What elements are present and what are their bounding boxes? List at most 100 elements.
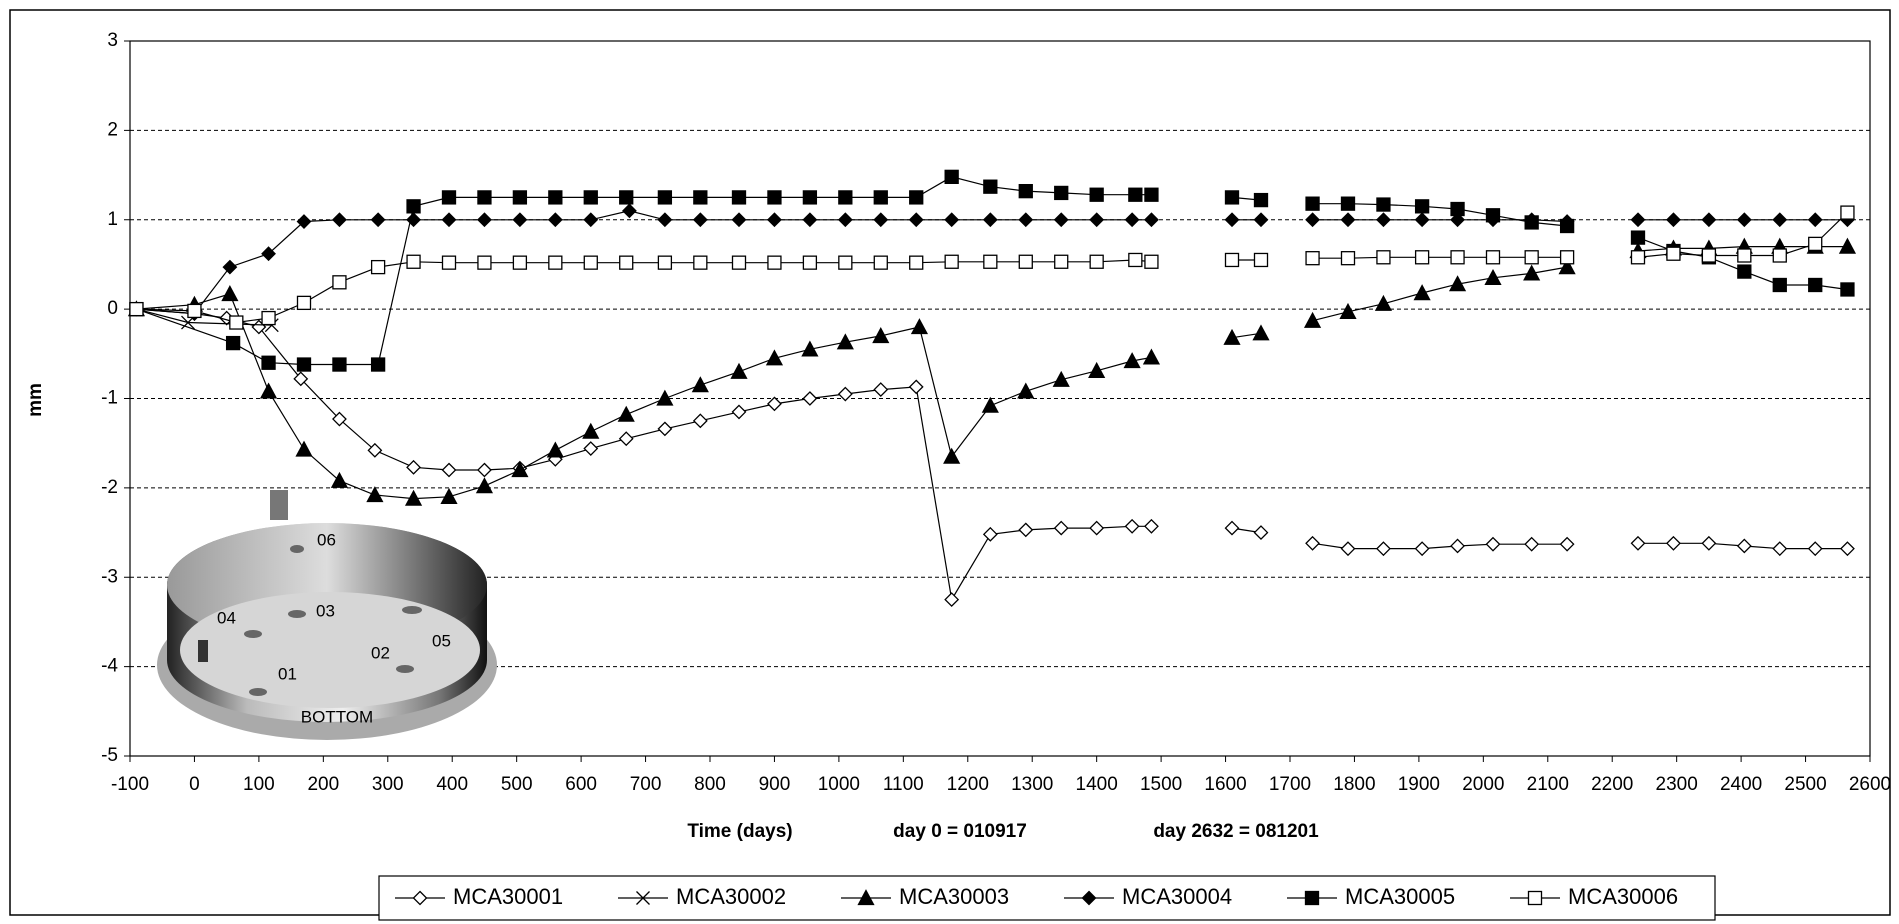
marker	[1527, 890, 1543, 906]
marker	[1840, 541, 1855, 557]
marker	[838, 255, 853, 270]
tank-post	[270, 490, 288, 520]
marker	[330, 471, 349, 488]
marker	[296, 357, 312, 372]
marker	[1340, 196, 1356, 211]
marker	[1305, 251, 1320, 266]
marker	[731, 404, 747, 420]
marker	[1018, 212, 1034, 228]
x-tick-label: 400	[436, 774, 468, 795]
marker	[1772, 212, 1788, 228]
marker	[406, 199, 421, 214]
x-tick-label: 2100	[1527, 774, 1569, 795]
marker	[1737, 264, 1752, 279]
x-tick-label: 500	[501, 774, 533, 795]
marker	[943, 447, 961, 464]
marker	[910, 318, 929, 335]
marker	[802, 212, 818, 228]
inset-label: 03	[316, 601, 335, 620]
marker	[1414, 541, 1430, 557]
marker	[983, 254, 998, 269]
inset-label: 06	[317, 530, 336, 549]
marker	[872, 327, 890, 344]
marker	[1089, 187, 1104, 202]
marker	[1124, 518, 1140, 534]
marker	[1485, 208, 1501, 223]
marker	[229, 315, 244, 330]
marker	[982, 526, 998, 542]
marker	[692, 212, 708, 228]
x-tick-label: 0	[189, 774, 200, 795]
marker	[909, 190, 924, 205]
marker	[332, 212, 347, 228]
marker	[836, 333, 854, 350]
y-tick-label: -2	[101, 477, 118, 498]
marker	[1666, 212, 1681, 228]
marker	[1630, 535, 1646, 551]
marker	[582, 422, 600, 439]
marker	[1305, 212, 1320, 228]
marker	[1142, 348, 1161, 365]
marker	[222, 259, 238, 275]
marker	[1374, 294, 1393, 311]
marker	[1524, 250, 1539, 265]
marker	[370, 259, 386, 275]
marker	[1736, 538, 1752, 554]
marker	[944, 212, 960, 228]
marker	[1305, 196, 1320, 211]
inset-label: 04	[217, 608, 236, 627]
marker	[404, 489, 423, 506]
y-tick-label: -5	[101, 745, 118, 766]
marker	[1414, 250, 1430, 265]
marker	[1224, 190, 1240, 205]
series-line	[136, 246, 1848, 500]
legend-label: MCA30005	[1345, 884, 1455, 909]
legend-label: MCA30006	[1568, 884, 1678, 909]
marker	[1253, 252, 1269, 268]
marker	[477, 255, 492, 270]
marker	[511, 461, 529, 478]
marker	[1224, 520, 1240, 536]
marker	[802, 391, 818, 406]
marker	[1524, 536, 1540, 552]
y-tick-label: -3	[101, 566, 118, 587]
x-tick-label: 1100	[883, 774, 924, 795]
marker	[332, 275, 347, 290]
marker	[441, 462, 457, 478]
marker	[1081, 890, 1097, 906]
marker	[767, 190, 782, 205]
x-tick-label: 1800	[1333, 774, 1375, 795]
marker	[406, 254, 421, 269]
marker	[1144, 254, 1159, 269]
y-tick-label: 0	[107, 298, 118, 319]
marker	[512, 212, 528, 228]
x-tick-label: 900	[759, 774, 791, 795]
marker	[1124, 212, 1140, 228]
marker	[1772, 277, 1787, 293]
x-tick-label: -100	[111, 774, 149, 795]
marker	[1340, 251, 1356, 266]
marker	[765, 349, 784, 366]
marker	[225, 335, 241, 351]
marker	[1018, 254, 1033, 269]
marker	[1630, 250, 1646, 265]
marker	[1450, 250, 1465, 265]
marker	[1701, 248, 1717, 263]
marker	[731, 190, 747, 205]
x-axis-label: Time (days)	[687, 821, 792, 842]
marker	[1414, 199, 1430, 214]
sensor	[290, 545, 304, 553]
marker	[1340, 212, 1356, 228]
marker	[1017, 382, 1035, 399]
marker	[1089, 520, 1105, 536]
marker	[693, 190, 708, 205]
marker	[259, 382, 278, 399]
x-tick-label: 2000	[1462, 774, 1504, 795]
marker	[730, 362, 748, 379]
marker	[837, 386, 853, 402]
marker	[1559, 250, 1575, 265]
marker	[1772, 541, 1788, 557]
marker	[293, 371, 309, 387]
marker	[366, 486, 384, 503]
marker	[440, 487, 458, 504]
